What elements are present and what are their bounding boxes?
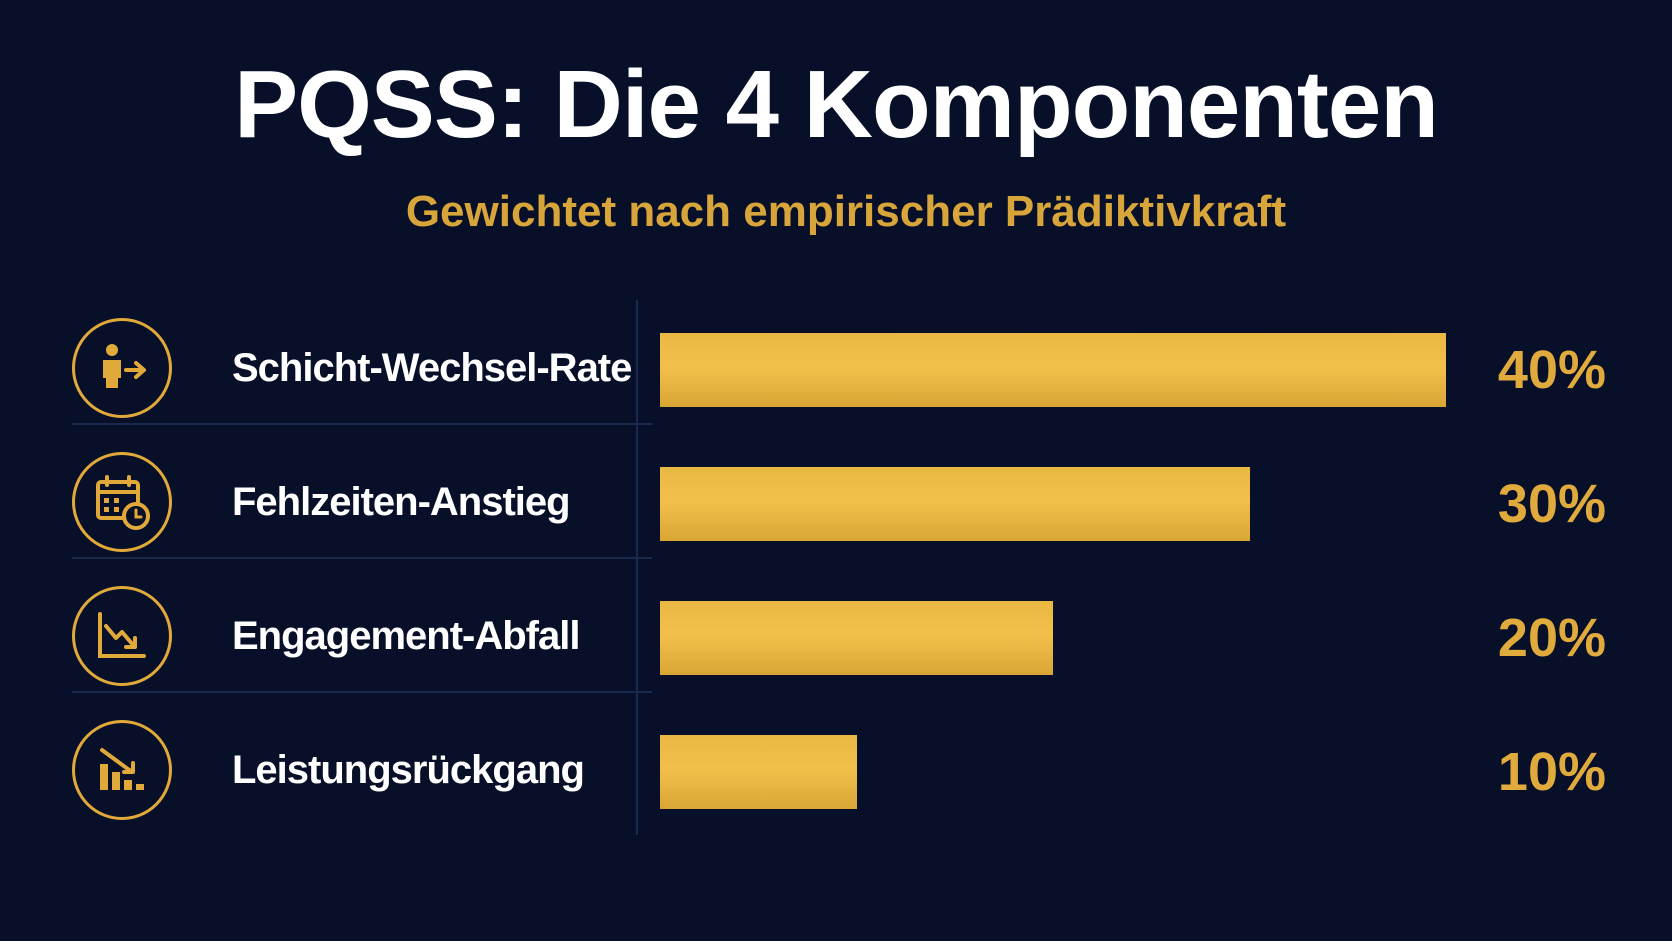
category-label: Schicht-Wechsel-Rate [232, 346, 632, 390]
value-label: 40% [1497, 340, 1606, 400]
category-label: Fehlzeiten-Anstieg [232, 480, 571, 524]
bar [660, 601, 1053, 675]
bar [660, 735, 857, 809]
person-arrow-icon [72, 318, 172, 418]
row-divider [72, 557, 652, 559]
chart-row: Leistungsrückgang 10% [0, 702, 1672, 842]
category-label: Engagement-Abfall [232, 614, 580, 658]
chart-row: Engagement-Abfall 20% [0, 568, 1672, 708]
category-label: Leistungsrückgang [232, 748, 585, 792]
value-label: 10% [1497, 742, 1606, 802]
row-divider [72, 691, 652, 693]
chart-row: Schicht-Wechsel-Rate 40% [0, 300, 1672, 440]
chart-row: Fehlzeiten-Anstieg 30% [0, 434, 1672, 574]
calendar-clock-icon [72, 452, 172, 552]
value-label: 30% [1497, 474, 1606, 534]
trend-down-icon [72, 586, 172, 686]
bar [660, 333, 1446, 407]
row-divider [72, 423, 652, 425]
chart-title: PQSS: Die 4 Komponenten [234, 51, 1439, 158]
bar [660, 467, 1250, 541]
value-label: 20% [1497, 608, 1606, 668]
bar-chart-down-icon [72, 720, 172, 820]
chart-subtitle: Gewichtet nach empirischer Prädiktivkraf… [405, 187, 1287, 236]
vertical-divider [636, 300, 638, 835]
